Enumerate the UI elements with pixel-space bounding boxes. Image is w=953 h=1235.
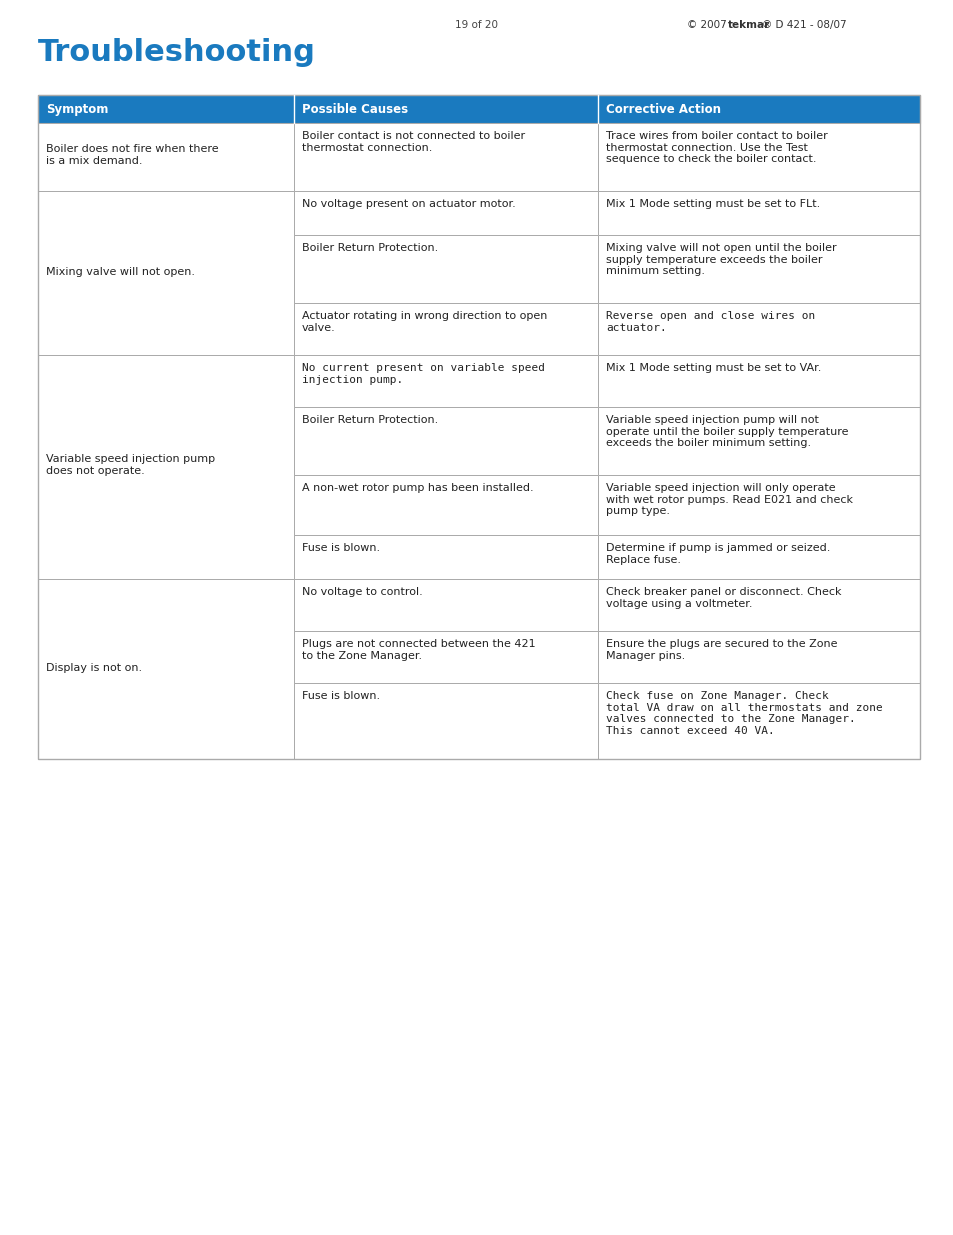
Text: Fuse is blown.: Fuse is blown.	[301, 692, 379, 701]
Bar	[38, 95, 919, 124]
Bar	[294, 191, 598, 235]
Text: Symptom: Symptom	[46, 103, 109, 116]
Bar	[38, 95, 919, 760]
Text: Variable speed injection pump will not
operate until the boiler supply temperatu: Variable speed injection pump will not o…	[605, 415, 847, 448]
Text: Boiler Return Protection.: Boiler Return Protection.	[301, 415, 437, 425]
Text: Check breaker panel or disconnect. Check
voltage using a voltmeter.: Check breaker panel or disconnect. Check…	[605, 587, 841, 609]
Bar	[38, 191, 294, 354]
Text: Mix 1 Mode setting must be set to VAr.: Mix 1 Mode setting must be set to VAr.	[605, 363, 821, 373]
Bar	[598, 303, 919, 354]
Text: Determine if pump is jammed or seized.
Replace fuse.: Determine if pump is jammed or seized. R…	[605, 543, 829, 564]
Bar	[598, 631, 919, 683]
Bar	[294, 475, 598, 535]
Bar	[294, 535, 598, 579]
Bar	[598, 235, 919, 303]
Bar	[598, 579, 919, 631]
Text: Variable speed injection pump
does not operate.: Variable speed injection pump does not o…	[46, 454, 214, 475]
Bar	[598, 191, 919, 235]
Text: ® D 421 - 08/07: ® D 421 - 08/07	[761, 20, 846, 30]
Text: Variable speed injection will only operate
with wet rotor pumps. Read E021 and c: Variable speed injection will only opera…	[605, 483, 852, 516]
Text: Reverse open and close wires on
actuator.: Reverse open and close wires on actuator…	[605, 311, 815, 332]
Text: Trace wires from boiler contact to boiler
thermostat connection. Use the Test
se: Trace wires from boiler contact to boile…	[605, 131, 827, 164]
Bar	[598, 124, 919, 191]
Text: Boiler contact is not connected to boiler
thermostat connection.: Boiler contact is not connected to boile…	[301, 131, 524, 153]
Text: No voltage to control.: No voltage to control.	[301, 587, 422, 597]
Bar	[598, 535, 919, 579]
Bar	[294, 235, 598, 303]
Text: Troubleshooting: Troubleshooting	[38, 37, 315, 67]
Bar	[598, 475, 919, 535]
Bar	[38, 124, 294, 191]
Bar	[294, 303, 598, 354]
Bar	[38, 354, 294, 579]
Text: Display is not on.: Display is not on.	[46, 662, 142, 673]
Text: Mixing valve will not open until the boiler
supply temperature exceeds the boile: Mixing valve will not open until the boi…	[605, 243, 836, 277]
Bar	[294, 631, 598, 683]
Text: Actuator rotating in wrong direction to open
valve.: Actuator rotating in wrong direction to …	[301, 311, 547, 332]
Text: Boiler Return Protection.: Boiler Return Protection.	[301, 243, 437, 253]
Text: tekmar: tekmar	[727, 20, 769, 30]
Bar	[598, 354, 919, 408]
Bar	[294, 124, 598, 191]
Text: 19 of 20: 19 of 20	[455, 20, 498, 30]
Bar	[294, 408, 598, 475]
Text: No current present on variable speed
injection pump.: No current present on variable speed inj…	[301, 363, 544, 384]
Bar	[38, 579, 294, 760]
Bar	[294, 354, 598, 408]
Bar	[598, 683, 919, 760]
Text: Plugs are not connected between the 421
to the Zone Manager.: Plugs are not connected between the 421 …	[301, 638, 535, 661]
Text: Mixing valve will not open.: Mixing valve will not open.	[46, 267, 194, 277]
Text: Corrective Action: Corrective Action	[605, 103, 720, 116]
Text: Ensure the plugs are secured to the Zone
Manager pins.: Ensure the plugs are secured to the Zone…	[605, 638, 837, 661]
Bar	[294, 683, 598, 760]
Text: A non-wet rotor pump has been installed.: A non-wet rotor pump has been installed.	[301, 483, 533, 493]
Text: Boiler does not fire when there
is a mix demand.: Boiler does not fire when there is a mix…	[46, 144, 218, 165]
Text: Possible Causes: Possible Causes	[301, 103, 408, 116]
Bar	[294, 579, 598, 631]
Text: No voltage present on actuator motor.: No voltage present on actuator motor.	[301, 199, 515, 209]
Text: © 2007: © 2007	[686, 20, 729, 30]
Text: Mix 1 Mode setting must be set to FLt.: Mix 1 Mode setting must be set to FLt.	[605, 199, 820, 209]
Text: Fuse is blown.: Fuse is blown.	[301, 543, 379, 553]
Bar	[38, 95, 919, 124]
Bar	[598, 408, 919, 475]
Text: Check fuse on Zone Manager. Check
total VA draw on all thermostats and zone
valv: Check fuse on Zone Manager. Check total …	[605, 692, 882, 736]
